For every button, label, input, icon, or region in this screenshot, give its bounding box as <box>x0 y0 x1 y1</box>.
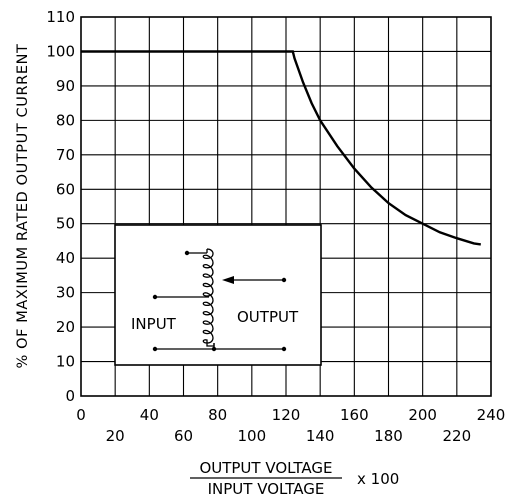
y-tick-label: 110 <box>46 8 75 26</box>
y-tick-label: 40 <box>56 249 75 267</box>
x-tick-label: 160 <box>340 406 369 424</box>
y-tick-label: 30 <box>56 284 75 302</box>
wiper-arrow-icon <box>222 276 234 284</box>
x-tick-label: 20 <box>106 427 125 445</box>
y-tick-label: 80 <box>56 111 75 129</box>
transformer-coil <box>202 248 215 347</box>
terminal-dot <box>184 250 190 256</box>
y-tick-label: 20 <box>56 318 75 336</box>
terminal-dot <box>152 294 158 300</box>
y-tick-label: 60 <box>56 180 75 198</box>
x-tick-label: 240 <box>477 406 506 424</box>
x-tick-label: 180 <box>374 427 403 445</box>
y-tick-label: 10 <box>56 353 75 371</box>
x-tick-labels: 0 40 80 120 160 200 240 20 60 100 140 180 220 <box>76 406 505 445</box>
terminal-dot <box>281 277 287 283</box>
x-tick-label: 100 <box>238 427 267 445</box>
plot-frame <box>80 16 492 397</box>
y-tick-labels: 0 10 20 30 40 50 60 70 80 90 100 110 <box>46 8 75 405</box>
inset-frame <box>114 224 322 366</box>
x-axis-label-denominator: INPUT VOLTAGE <box>208 480 325 498</box>
y-tick-label: 100 <box>46 42 75 60</box>
x-axis-label-multiplier: x 100 <box>357 470 399 488</box>
y-axis-label: % OF MAXIMUM RATED OUTPUT CURRENT <box>15 44 31 369</box>
autotransformer-inset: INPUT OUTPUT <box>114 224 322 366</box>
y-tick-label: 70 <box>56 146 75 164</box>
coil-winding <box>202 248 215 347</box>
terminal-dot <box>152 346 158 352</box>
x-tick-label: 120 <box>272 406 301 424</box>
x-tick-label: 200 <box>408 406 437 424</box>
x-tick-label: 40 <box>140 406 159 424</box>
inset-input-label: INPUT <box>131 315 177 333</box>
x-axis-label-numerator: OUTPUT VOLTAGE <box>199 459 332 477</box>
y-tick-label: 50 <box>56 215 75 233</box>
x-tick-label: 0 <box>76 406 86 424</box>
x-tick-label: 60 <box>174 427 193 445</box>
y-tick-label: 0 <box>65 387 75 405</box>
terminal-dot <box>211 346 217 352</box>
series-line <box>81 50 481 246</box>
x-tick-label: 140 <box>306 427 335 445</box>
terminal-dot <box>281 346 287 352</box>
inset-output-label: OUTPUT <box>237 308 299 326</box>
x-tick-label: 220 <box>443 427 472 445</box>
x-tick-label: 80 <box>208 406 227 424</box>
y-tick-label: 90 <box>56 77 75 95</box>
